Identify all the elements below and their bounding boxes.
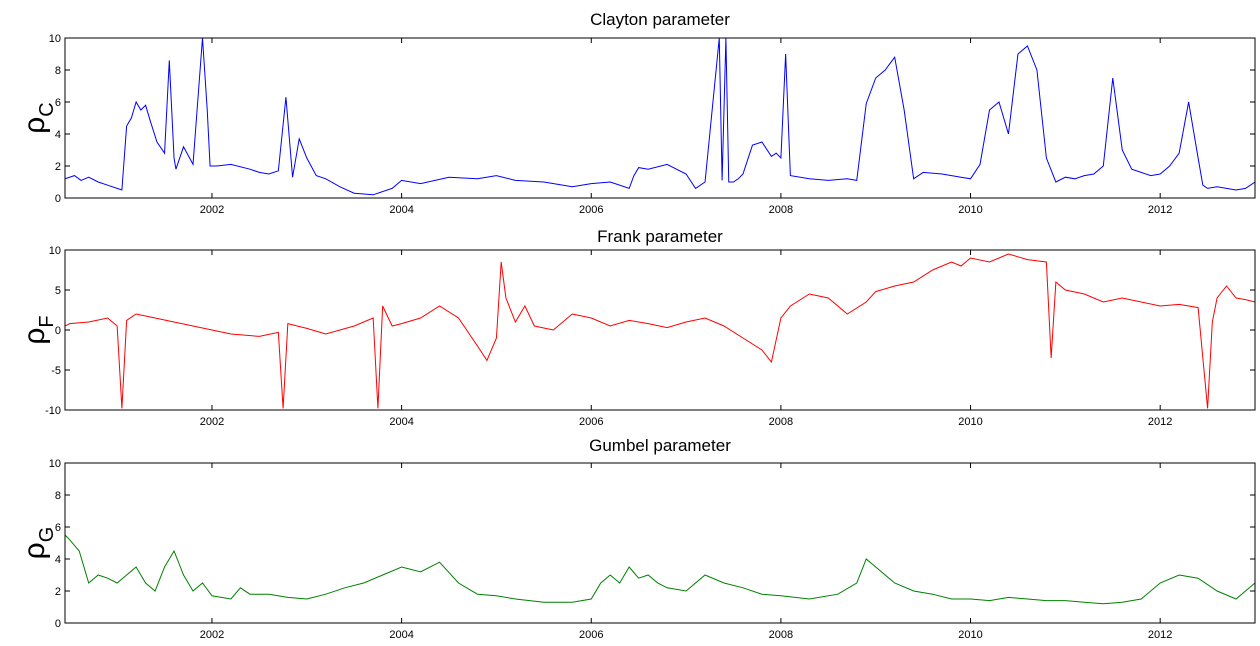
y-axis-label-subscript: C <box>36 102 58 116</box>
y-tick-label: -10 <box>45 405 61 417</box>
x-tick-label: 2008 <box>769 416 793 428</box>
y-tick-label: 8 <box>55 65 61 77</box>
y-tick-label: 2 <box>55 161 61 173</box>
y-axis-label: ρF <box>18 315 58 344</box>
x-tick-label: 2012 <box>1148 629 1172 641</box>
x-tick-label: 2012 <box>1148 416 1172 428</box>
y-tick-label: 10 <box>49 458 61 470</box>
x-tick-label: 2004 <box>389 629 413 641</box>
y-tick-label: 5 <box>55 285 61 297</box>
y-tick-label: 0 <box>55 325 61 337</box>
plot-frame <box>64 37 1256 199</box>
y-axis-label-symbol: ρ <box>18 117 51 134</box>
panel-2: Frank parameter ρF 2002 2004 2006 2008 2010 201… <box>18 227 1256 428</box>
y-axis-label: ρC <box>18 102 58 134</box>
y-tick-label: 10 <box>49 33 61 45</box>
y-tick-label: 8 <box>55 490 61 502</box>
chart-title: Gumbel parameter <box>589 436 731 455</box>
x-tick-label: 2002 <box>200 629 224 641</box>
series-line <box>65 38 1255 196</box>
y-axis-label-symbol: ρ <box>18 328 51 345</box>
x-tick-label: 2008 <box>769 629 793 641</box>
x-tick-label: 2010 <box>958 629 982 641</box>
x-tick-label: 2004 <box>389 416 413 428</box>
x-tick-label: 2002 <box>200 416 224 428</box>
y-axis-label: ρG <box>18 527 58 560</box>
x-tick-label: 2012 <box>1148 204 1172 216</box>
x-tick-label: 2004 <box>389 204 413 216</box>
y-tick-label: 0 <box>55 193 61 205</box>
x-tick-label: 2010 <box>958 416 982 428</box>
x-tick-label: 2008 <box>769 204 793 216</box>
x-tick-label: 2006 <box>579 629 603 641</box>
plot-frame <box>64 249 1256 411</box>
series-line <box>65 534 1255 605</box>
x-tick-label: 2002 <box>200 204 224 216</box>
y-tick-label: -5 <box>51 365 61 377</box>
x-tick-label: 2006 <box>579 416 603 428</box>
y-axis-label-symbol: ρ <box>18 542 51 559</box>
y-tick-label: 10 <box>49 245 61 257</box>
y-axis-label-subscript: G <box>36 527 58 543</box>
plot-frame <box>64 462 1256 624</box>
chart-title: Frank parameter <box>597 227 723 246</box>
x-tick-label: 2006 <box>579 204 603 216</box>
series-line <box>65 253 1255 409</box>
chart-title: Clayton parameter <box>590 10 730 29</box>
x-tick-label: 2010 <box>958 204 982 216</box>
y-axis-label-subscript: F <box>36 315 58 327</box>
y-tick-label: 4 <box>55 554 61 566</box>
y-tick-label: 6 <box>55 97 61 109</box>
y-tick-label: 0 <box>55 618 61 630</box>
y-tick-label: 4 <box>55 129 61 141</box>
y-tick-label: 6 <box>55 522 61 534</box>
y-tick-label: 2 <box>55 586 61 598</box>
